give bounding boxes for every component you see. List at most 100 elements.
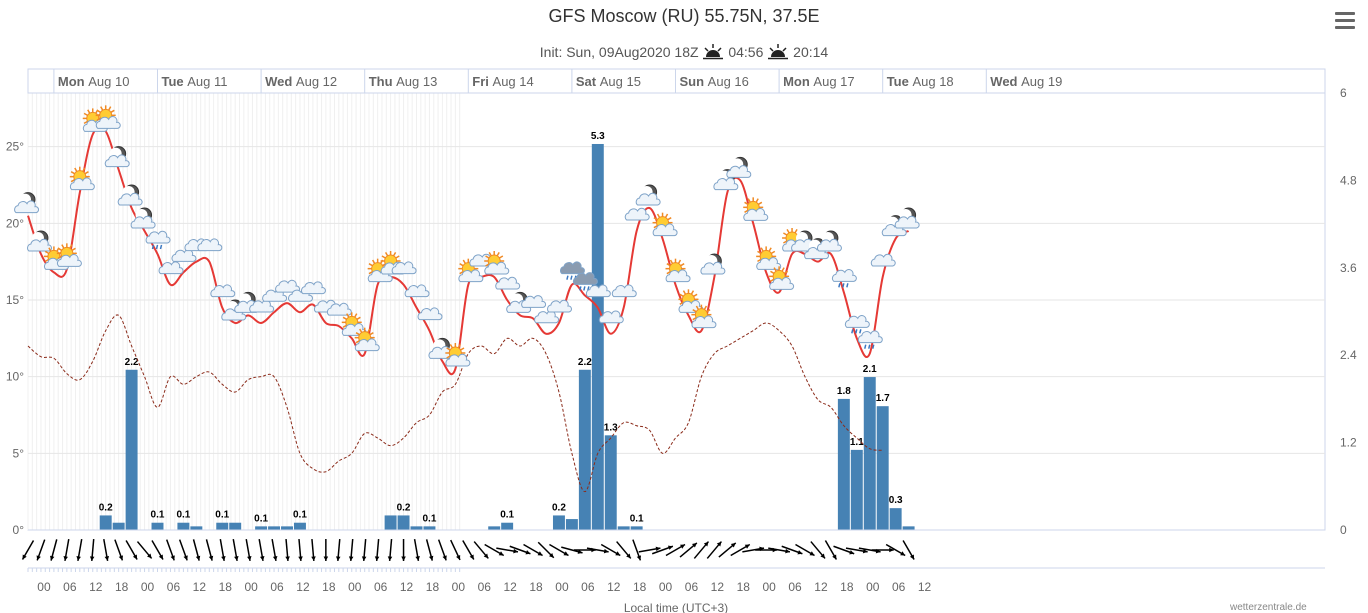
wind-arrow-head [832,554,837,560]
wind-arrow-head [513,548,518,554]
cloud-icon [404,284,430,298]
cloud-icon [624,207,650,221]
precip-data-label: 0.3 [889,495,903,506]
wind-arrow-head [374,556,380,561]
sunset-time: 20:14 [793,44,829,60]
cloud-icon [158,261,184,275]
wind-arrow-head [50,555,55,561]
cloud-icon [598,310,624,324]
precip-data-label: 1.7 [876,393,890,404]
precip-data-label: 2.2 [125,357,139,368]
precip-bar [565,519,578,530]
precip-bar [837,398,850,530]
cloud-icon [534,310,560,324]
wind-arrow-head [247,556,252,561]
wind-arrow-head [260,556,265,561]
y-left-tick-label: 20° [6,216,24,230]
cloud-icon [249,299,275,313]
y-right-tick-label: 2.4 [1340,348,1357,362]
precip-bar [125,369,138,530]
wind-arrow-head [195,555,201,561]
day-label: Sat Aug 15 [576,74,641,89]
cloud-icon [521,295,547,308]
x-tick-label: 06 [167,580,181,594]
day-label: Fri Aug 14 [472,74,533,89]
wind-arrow-head [692,542,697,548]
precip-bar [177,522,190,530]
wind-arrow-head [415,556,420,561]
x-tick-label: 12 [193,580,207,594]
x-tick-label: 06 [892,580,906,594]
precip-data-label: 2.2 [578,357,592,368]
cloud-icon [417,307,443,321]
wind-arrow-head [549,553,554,558]
sun-icon [56,243,82,267]
moon-icon [27,230,52,252]
wind-arrow-head [118,555,124,561]
wind-arrow-head [730,542,736,548]
precip-bar [99,515,112,530]
y-right-tick-label: 1.2 [1340,436,1357,450]
x-tick-label: 00 [244,580,258,594]
rain-cloud-icon [145,230,171,250]
sun-icon [756,246,782,270]
wind-arrow-head [655,546,661,552]
precip-data-label: 0.2 [99,502,113,513]
x-tick-label: 00 [37,580,51,594]
wind-arrow-head [820,553,826,559]
wind-arrow-head [456,554,461,560]
day-label: Mon Aug 10 [58,74,130,89]
precip-data-label: 5.3 [591,131,605,142]
moon-icon [700,253,726,275]
wind-arrow-head [667,545,673,550]
wind-arrow-head [809,551,815,556]
day-label: Sun Aug 16 [680,74,749,89]
x-tick-label: 00 [348,580,362,594]
x-tick-label: 12 [607,580,621,594]
precip-data-label: 0.1 [254,513,268,524]
day-label: Tue Aug 18 [887,74,954,89]
x-tick-label: 18 [426,580,440,594]
precip-bar [876,406,889,530]
sun-icon [354,327,380,352]
dewpoint-line [27,314,883,493]
sun-icon [743,197,769,221]
precip-bar [863,377,876,530]
x-tick-label: 12 [711,580,725,594]
wind-arrow-head [401,556,406,561]
day-header-band [27,68,1326,94]
cloud-icon [301,281,326,295]
sun-icon [95,105,121,129]
y-right-tick-label: 0 [1340,523,1347,537]
cloud-icon [326,302,352,316]
moon-icon [817,230,842,252]
precip-bar [591,143,604,530]
moon-icon [428,337,454,359]
x-tick-label: 06 [374,580,388,594]
sun-icon [69,166,95,191]
wind-arrow-head [22,554,27,560]
hamburger-menu-icon[interactable] [1335,12,1355,30]
wind-arrow-head [36,555,41,561]
y-left-tick-label: 15° [6,293,24,307]
cloud-icon [171,249,197,262]
sun-icon [665,258,691,283]
precip-bar [617,526,630,530]
x-tick-label: 12 [89,580,103,594]
y-left-tick-label: 10° [6,370,24,384]
x-tick-label: 12 [400,580,414,594]
moon-icon [117,184,143,206]
storm-cloud-icon [572,272,598,291]
wind-arrow-head [603,548,609,554]
x-tick-label: 12 [918,580,932,594]
day-label: Wed Aug 19 [990,74,1062,89]
cloud-icon [210,284,236,298]
precip-data-label: 1.8 [837,386,851,397]
wind-arrow-head [63,556,68,561]
precip-data-label: 0.2 [397,502,411,513]
moon-icon [635,184,661,206]
precip-bar [384,515,397,530]
sun-icon [341,312,367,336]
moon-icon [791,230,817,252]
wind-arrow-head [563,551,569,556]
